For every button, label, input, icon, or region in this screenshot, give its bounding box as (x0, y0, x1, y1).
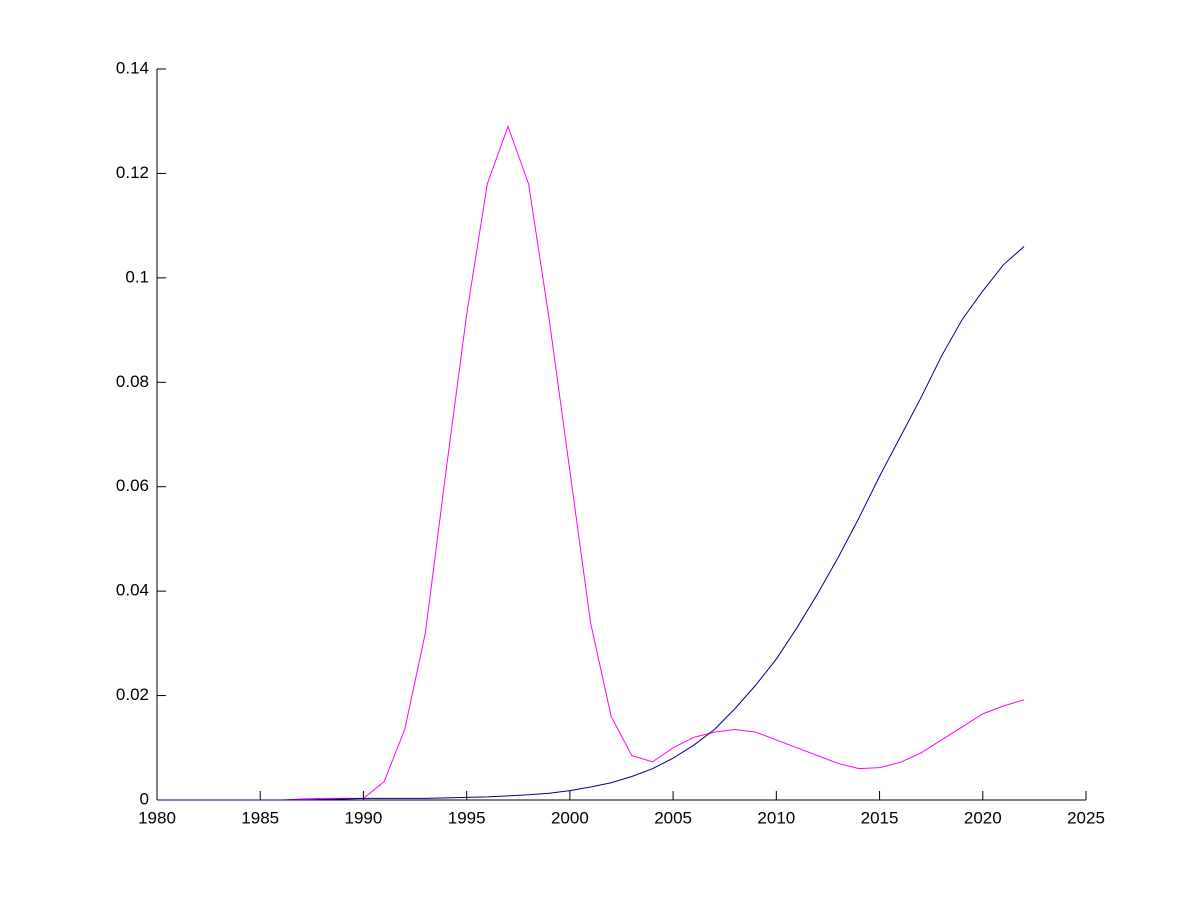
y-tick-label: 0.04 (116, 581, 149, 600)
x-tick-label: 1980 (138, 808, 176, 827)
x-tick-label: 1985 (241, 808, 279, 827)
y-tick-label: 0.06 (116, 476, 149, 495)
line-series (157, 124, 1025, 801)
y-tick-label: 0.12 (116, 163, 149, 182)
x-tick-label: 1990 (345, 808, 383, 827)
y-tick-label: 0.14 (116, 58, 149, 77)
y-tick-label: 0.1 (125, 267, 149, 286)
x-tick-label: 2025 (1067, 808, 1105, 827)
x-tick-label: 2000 (551, 808, 589, 827)
x-tick-label: 2020 (964, 808, 1002, 827)
x-tick-label: 1995 (448, 808, 486, 827)
line-series (157, 246, 1025, 801)
x-tick-label: 2015 (861, 808, 899, 827)
x-tick-label: 2005 (654, 808, 692, 827)
y-tick-label: 0.02 (116, 685, 149, 704)
x-tick-label: 2010 (757, 808, 795, 827)
y-tick-label: 0.08 (116, 372, 149, 391)
y-tick-label: 0 (140, 789, 149, 808)
